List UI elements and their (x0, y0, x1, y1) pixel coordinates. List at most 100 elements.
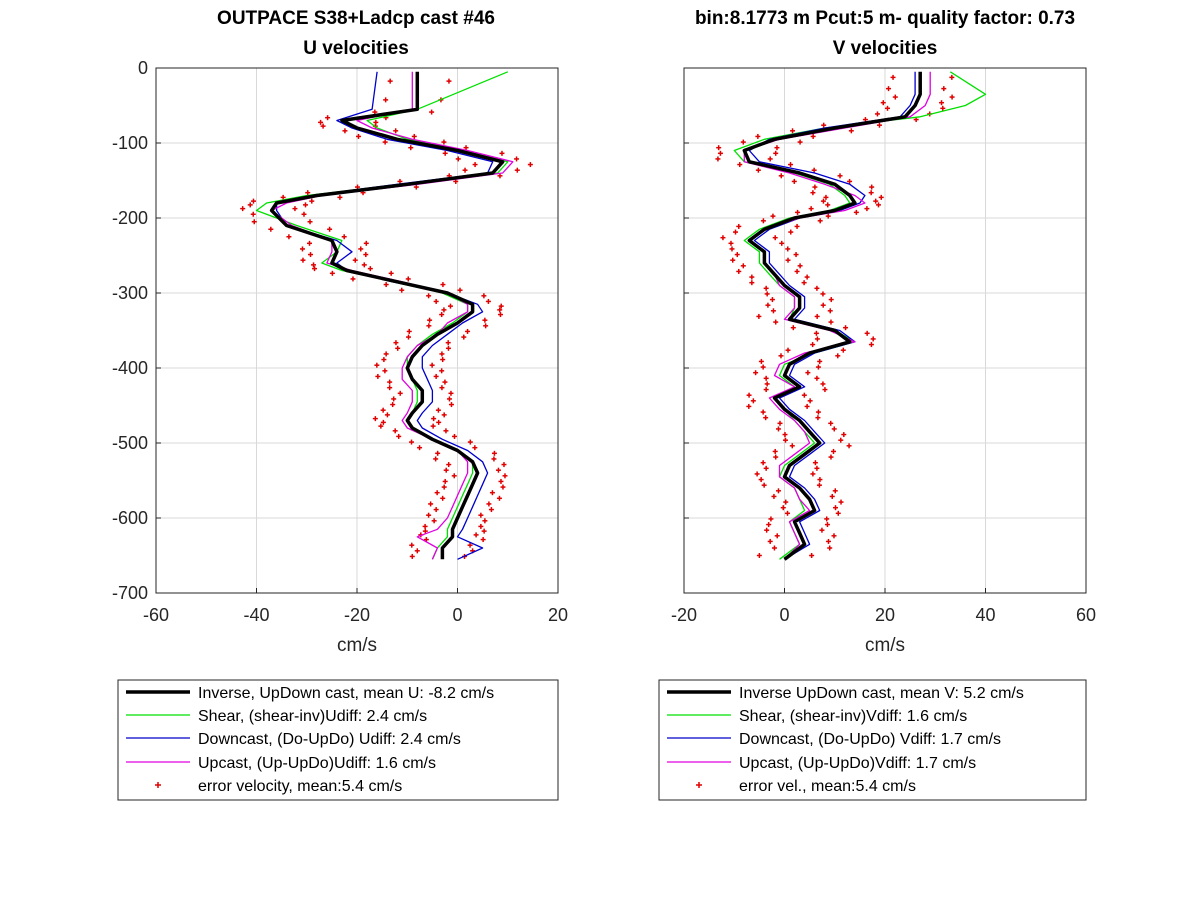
v-error-marker (815, 364, 821, 370)
u-error-marker (440, 357, 446, 363)
u-error-marker (472, 162, 478, 168)
v-error-marker (835, 353, 841, 359)
v-series-downcast-line (748, 71, 916, 560)
v-error-marker (814, 285, 820, 291)
u-error-marker (409, 553, 415, 559)
u-legend-label-upcast: Upcast, (Up-UpDo)Udiff: 1.6 cm/s (198, 755, 436, 772)
u-y-tick-label: -500 (112, 433, 148, 453)
u-error-marker (446, 462, 452, 468)
u-error-marker (390, 402, 396, 408)
v-error-marker (790, 128, 796, 134)
v-error-marker (828, 420, 834, 426)
u-y-tick-label: 0 (138, 58, 148, 78)
u-error-marker (397, 178, 403, 184)
u-error-marker (395, 345, 401, 351)
v-error-marker (756, 553, 762, 558)
v-error-marker (825, 213, 831, 219)
u-error-marker (374, 362, 380, 368)
u-error-marker (301, 211, 307, 217)
u-error-marker (286, 234, 292, 240)
v-chart-subtitle: V velocities (833, 38, 938, 59)
u-error-marker (441, 307, 447, 313)
v-error-marker (838, 437, 844, 443)
u-y-ticks: 0 -100 -200 -300 -400 -500 -600 -700 (112, 58, 161, 603)
v-error-marker (831, 426, 837, 432)
v-velocity-panel: bin:8.1773 m Pcut:5 m- quality factor: 0… (658, 8, 1096, 801)
v-error-marker (870, 336, 876, 342)
u-error-marker (486, 501, 492, 507)
u-error-marker (496, 495, 502, 501)
v-error-marker (761, 482, 767, 488)
v-error-marker (789, 443, 795, 449)
u-error-marker (383, 351, 389, 357)
u-error-marker (433, 456, 439, 462)
u-error-marker (350, 276, 356, 282)
u-error-marker (399, 287, 405, 293)
u-error-marker (391, 396, 397, 402)
v-error-marker (814, 375, 820, 381)
u-error-marker (498, 478, 504, 484)
v-error-marker (764, 527, 770, 533)
u-error-marker (445, 340, 451, 346)
u-x-tick-label: 20 (548, 605, 568, 625)
v-error-marker (763, 285, 769, 291)
u-x-tick-label: -40 (243, 605, 269, 625)
v-error-marker (830, 448, 836, 454)
u-error-marker (318, 119, 324, 125)
u-error-marker (514, 156, 520, 162)
v-error-marker (749, 274, 755, 280)
v-error-marker (783, 437, 789, 443)
v-error-marker (846, 443, 852, 449)
u-y-tick-label: -100 (112, 133, 148, 153)
u-error-marker (443, 428, 449, 434)
u-error-marker (491, 450, 497, 456)
v-error-marker (824, 516, 830, 522)
u-error-marker (427, 317, 433, 323)
u-chart-title: OUTPACE S38+Ladcp cast #46 (217, 8, 495, 29)
v-error-marker (768, 516, 774, 522)
v-error-marker (808, 206, 814, 212)
v-error-marker (785, 246, 791, 252)
u-error-marker (447, 303, 453, 309)
u-error-marker (442, 150, 448, 156)
u-error-marker (329, 270, 335, 276)
u-x-tick-label: 0 (452, 605, 462, 625)
u-error-marker (488, 507, 494, 513)
v-error-marker (716, 145, 722, 151)
v-error-marker (816, 482, 822, 488)
u-error-marker (462, 167, 468, 173)
u-error-marker (305, 190, 311, 196)
v-error-marker (804, 403, 810, 409)
v-error-marker (774, 533, 780, 539)
u-error-marker (451, 433, 457, 439)
v-y-ticks (684, 67, 689, 594)
v-error-marker (814, 336, 820, 342)
v-error-marker (812, 460, 818, 466)
u-error-marker (489, 490, 495, 496)
u-error-marker (448, 402, 454, 408)
v-error-marker (760, 409, 766, 415)
u-error-marker (439, 312, 445, 318)
v-error-marker (797, 139, 803, 145)
v-error-marker (758, 477, 764, 483)
u-error-marker (405, 276, 411, 282)
u-y-tick-label: -200 (112, 208, 148, 228)
v-error-marker (840, 347, 846, 353)
u-error-marker (434, 490, 440, 496)
u-error-marker (352, 257, 358, 263)
u-error-marker (439, 351, 445, 357)
v-error-marker (820, 291, 826, 297)
v-error-marker (820, 198, 826, 204)
u-x-ticks: -60 -40 -20 0 20 (143, 588, 568, 625)
u-velocity-panel: OUTPACE S38+Ladcp cast #46 U velocities … (112, 8, 568, 801)
v-error-marker (940, 105, 946, 111)
v-error-marker (785, 257, 791, 263)
v-error-marker (817, 218, 823, 224)
u-series-inverse-line (269, 71, 505, 560)
u-error-marker (387, 385, 393, 391)
v-error-marker (764, 381, 770, 387)
v-error-marker (814, 313, 820, 319)
v-error-marker (772, 448, 778, 454)
v-chart-title: bin:8.1773 m Pcut:5 m- quality factor: 0… (695, 8, 1075, 29)
